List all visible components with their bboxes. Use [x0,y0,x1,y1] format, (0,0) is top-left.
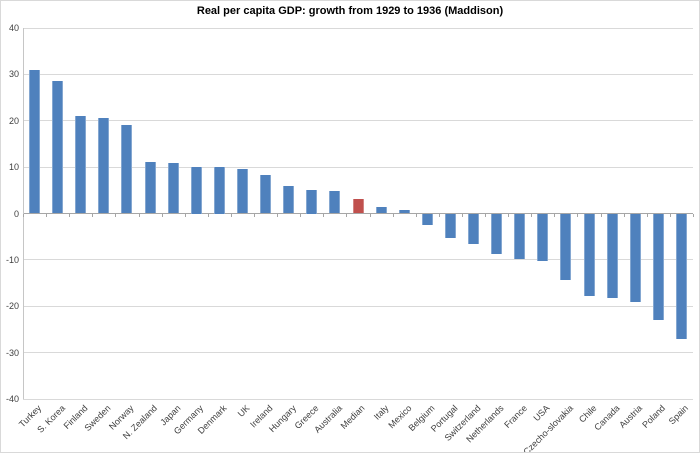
gridline [23,352,693,354]
gridline [23,259,693,261]
bar-germany [190,167,202,214]
category-axis-tick [392,213,394,217]
bar-italy [375,207,387,214]
y-axis-label: 0 [13,208,19,219]
bar-canada [606,213,618,299]
bar-norway [121,125,133,214]
category-axis-tick [531,213,533,217]
category-axis-tick [646,213,648,217]
category-axis-tick [69,213,71,217]
y-axis-label: -20 [5,301,19,312]
x-axis-label-usa: USA [531,403,552,424]
bar-sweden [98,118,110,214]
y-axis-label: 20 [8,115,19,126]
category-axis-tick [485,213,487,217]
bar-france [514,213,526,260]
category-axis-tick [46,213,48,217]
category-axis-tick [577,213,579,217]
category-axis-tick [184,213,186,217]
category-axis-tick [207,213,209,217]
category-axis-tick [230,213,232,217]
bar-portugal [444,213,456,238]
bar-austria [629,213,641,302]
gridline [23,27,693,29]
bar-uk [236,168,248,214]
bar-netherlands [491,213,503,254]
category-axis-tick [138,213,140,217]
bar-usa [537,213,549,262]
median-bar-median [352,198,364,214]
category-axis-tick [115,213,117,217]
x-axis-label-uk: UK [235,403,252,419]
x-axis-label-median: Median [339,403,368,431]
bar-chile [583,213,595,296]
category-axis-tick [600,213,602,217]
bar-poland [652,213,664,321]
category-axis-tick [23,213,24,217]
category-axis-tick [277,213,279,217]
y-axis-label: -10 [5,254,19,265]
x-axis-label-spain: Spain [667,403,691,427]
y-axis-label: 40 [8,23,19,33]
category-axis-tick [254,213,256,217]
category-axis-tick [323,213,325,217]
category-axis-tick [554,213,556,217]
category-axis-tick [300,213,302,217]
category-axis-tick [623,213,625,217]
bar-japan [167,163,179,214]
category-axis-tick [369,213,371,217]
category-axis-tick [346,213,348,217]
bar-mexico [398,209,410,214]
gridline [23,166,693,168]
bar-spain [675,213,687,339]
category-axis-tick [438,213,440,217]
category-axis-tick [415,213,417,217]
chart-title: Real per capita GDP: growth from 1929 to… [196,5,504,17]
bar-ireland [260,175,272,214]
bar-denmark [213,167,225,214]
x-axis-label-poland: Poland [640,403,668,430]
gridline [23,398,693,400]
bar-belgium [421,213,433,226]
category-axis-tick [693,213,694,217]
x-axis-label-italy: Italy [371,403,391,422]
bar-hungary [283,185,295,214]
category-axis-tick [92,213,94,217]
bar-s-korea [52,81,64,214]
category-axis-tick [461,213,463,217]
y-axis-label: 10 [8,162,19,173]
y-axis-label: -30 [5,347,19,358]
category-axis-tick [161,213,163,217]
y-axis-label: 30 [8,69,19,80]
category-axis-tick [669,213,671,217]
bar-australia [329,190,341,214]
y-axis-label: -40 [5,394,19,404]
bar-n-zealand [144,162,156,214]
gridline [23,305,693,307]
zero-axis-line [23,213,693,214]
bar-turkey [29,69,41,214]
x-axis-label-austria: Austria [617,403,645,430]
bar-switzerland [468,213,480,245]
gridline [23,73,693,75]
category-axis-tick [508,213,510,217]
bar-czecho-slovakia [560,213,572,281]
bar-finland [75,116,87,214]
x-axis-label-france: France [501,403,529,430]
gridline [23,120,693,122]
bar-greece [306,190,318,214]
